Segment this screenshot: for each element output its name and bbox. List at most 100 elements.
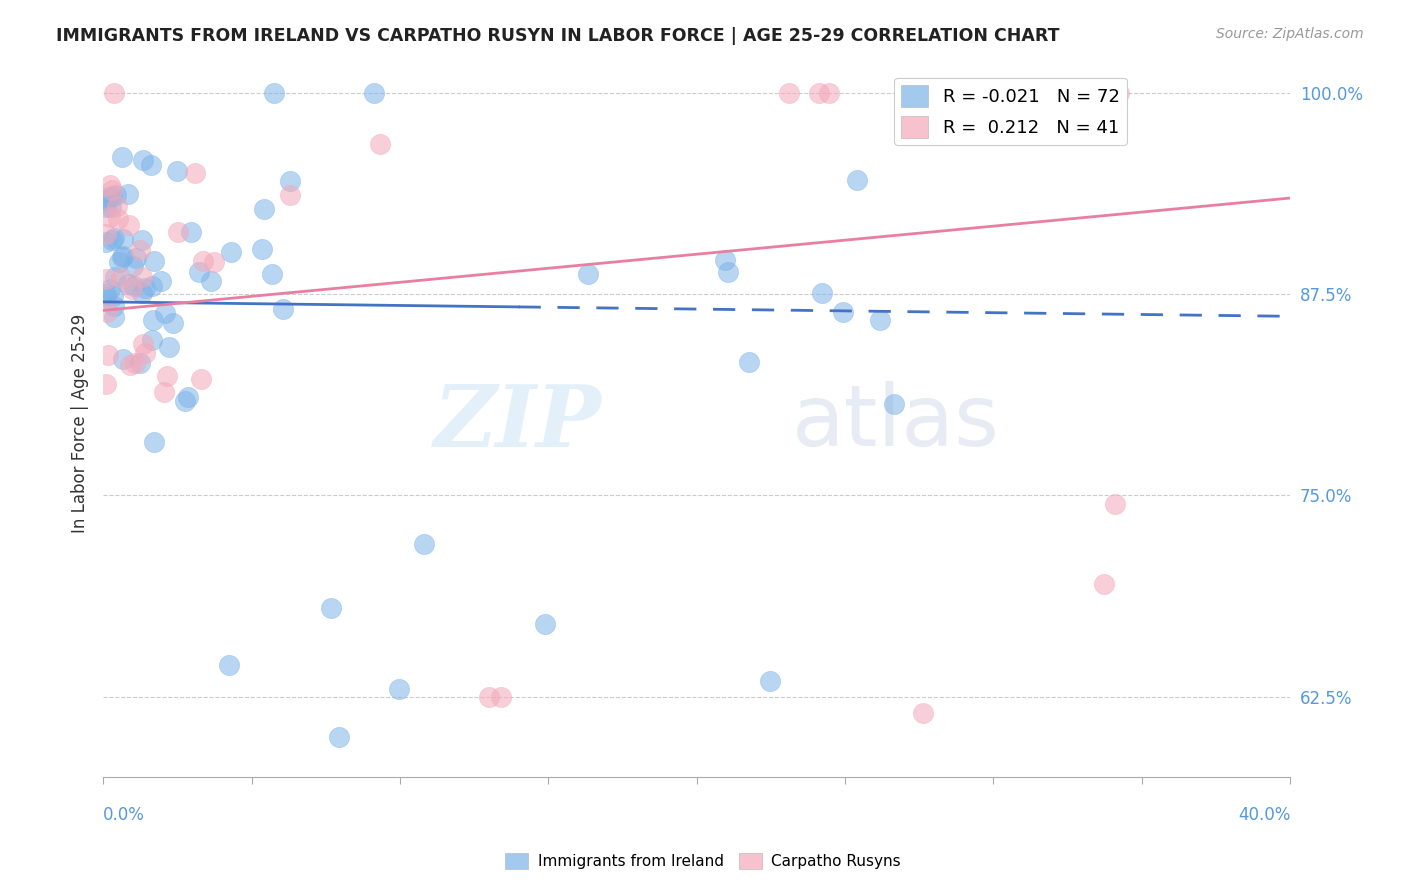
Point bbox=[100, 200, 122, 214]
Point bbox=[118, 358, 141, 372]
Point bbox=[184, 166, 207, 180]
Legend: R = -0.021   N = 72, R =  0.212   N = 41: R = -0.021 N = 72, R = 0.212 N = 41 bbox=[894, 78, 1126, 145]
Point bbox=[142, 253, 165, 268]
Point bbox=[253, 202, 276, 216]
Text: Source: ZipAtlas.com: Source: ZipAtlas.com bbox=[1216, 27, 1364, 41]
Point bbox=[818, 86, 841, 100]
Point bbox=[104, 270, 127, 285]
Point bbox=[321, 601, 343, 615]
Point bbox=[262, 267, 284, 281]
Point bbox=[758, 673, 780, 688]
Point bbox=[131, 233, 153, 247]
Point bbox=[128, 356, 150, 370]
Point bbox=[576, 267, 599, 281]
Point bbox=[738, 355, 761, 369]
Point bbox=[132, 153, 155, 168]
Point bbox=[129, 244, 152, 258]
Point bbox=[142, 435, 165, 450]
Point bbox=[94, 290, 117, 304]
Point bbox=[124, 356, 146, 370]
Point bbox=[94, 227, 117, 241]
Point bbox=[141, 278, 163, 293]
Point bbox=[478, 690, 501, 704]
Point bbox=[150, 274, 173, 288]
Point bbox=[200, 274, 222, 288]
Point bbox=[124, 251, 146, 265]
Point bbox=[101, 189, 124, 203]
Point bbox=[1092, 577, 1115, 591]
Point bbox=[328, 730, 350, 744]
Point bbox=[97, 189, 120, 203]
Point bbox=[845, 172, 868, 186]
Point bbox=[105, 199, 128, 213]
Point bbox=[98, 210, 121, 224]
Text: 40.0%: 40.0% bbox=[1237, 806, 1291, 824]
Point bbox=[103, 86, 125, 100]
Point bbox=[104, 187, 127, 202]
Point bbox=[263, 86, 285, 100]
Point bbox=[218, 657, 240, 672]
Point bbox=[96, 272, 118, 286]
Point bbox=[162, 316, 184, 330]
Point bbox=[221, 244, 243, 259]
Point bbox=[883, 397, 905, 411]
Point bbox=[101, 289, 124, 303]
Point bbox=[869, 312, 891, 326]
Point bbox=[94, 235, 117, 249]
Point bbox=[370, 137, 392, 152]
Point bbox=[112, 351, 135, 366]
Point bbox=[176, 390, 198, 404]
Point bbox=[122, 279, 145, 293]
Point bbox=[808, 86, 831, 100]
Point bbox=[117, 186, 139, 201]
Point bbox=[122, 259, 145, 273]
Point bbox=[94, 377, 117, 392]
Point bbox=[96, 193, 118, 207]
Point bbox=[110, 150, 132, 164]
Point bbox=[363, 86, 385, 100]
Point bbox=[134, 346, 156, 360]
Point bbox=[1108, 86, 1130, 100]
Point bbox=[139, 158, 162, 172]
Point bbox=[1104, 86, 1126, 100]
Point bbox=[100, 178, 122, 193]
Point bbox=[131, 269, 153, 284]
Point bbox=[973, 86, 995, 100]
Point bbox=[142, 312, 165, 326]
Point bbox=[190, 372, 212, 386]
Point bbox=[117, 277, 139, 291]
Point bbox=[108, 255, 131, 269]
Point bbox=[101, 182, 124, 196]
Point bbox=[278, 174, 301, 188]
Text: IMMIGRANTS FROM IRELAND VS CARPATHO RUSYN IN LABOR FORCE | AGE 25-29 CORRELATION: IMMIGRANTS FROM IRELAND VS CARPATHO RUSY… bbox=[56, 27, 1060, 45]
Point bbox=[166, 164, 188, 178]
Point bbox=[714, 252, 737, 267]
Point bbox=[110, 250, 132, 264]
Point bbox=[111, 249, 134, 263]
Point bbox=[280, 188, 302, 202]
Point bbox=[271, 301, 294, 316]
Point bbox=[387, 681, 409, 696]
Point bbox=[107, 212, 129, 227]
Point bbox=[118, 219, 141, 233]
Point bbox=[98, 282, 121, 296]
Point bbox=[103, 310, 125, 324]
Point bbox=[832, 304, 855, 318]
Point bbox=[156, 368, 179, 383]
Point bbox=[810, 286, 832, 301]
Point bbox=[121, 282, 143, 296]
Point bbox=[101, 233, 124, 247]
Point bbox=[131, 285, 153, 300]
Point bbox=[94, 200, 117, 214]
Point bbox=[152, 384, 174, 399]
Point bbox=[174, 394, 197, 409]
Y-axis label: In Labor Force | Age 25-29: In Labor Force | Age 25-29 bbox=[72, 313, 89, 533]
Text: 0.0%: 0.0% bbox=[103, 806, 145, 824]
Point bbox=[166, 225, 188, 239]
Legend: Immigrants from Ireland, Carpatho Rusyns: Immigrants from Ireland, Carpatho Rusyns bbox=[499, 847, 907, 875]
Point bbox=[96, 305, 118, 319]
Point bbox=[141, 333, 163, 347]
Point bbox=[912, 706, 935, 720]
Point bbox=[193, 253, 215, 268]
Point bbox=[778, 86, 800, 100]
